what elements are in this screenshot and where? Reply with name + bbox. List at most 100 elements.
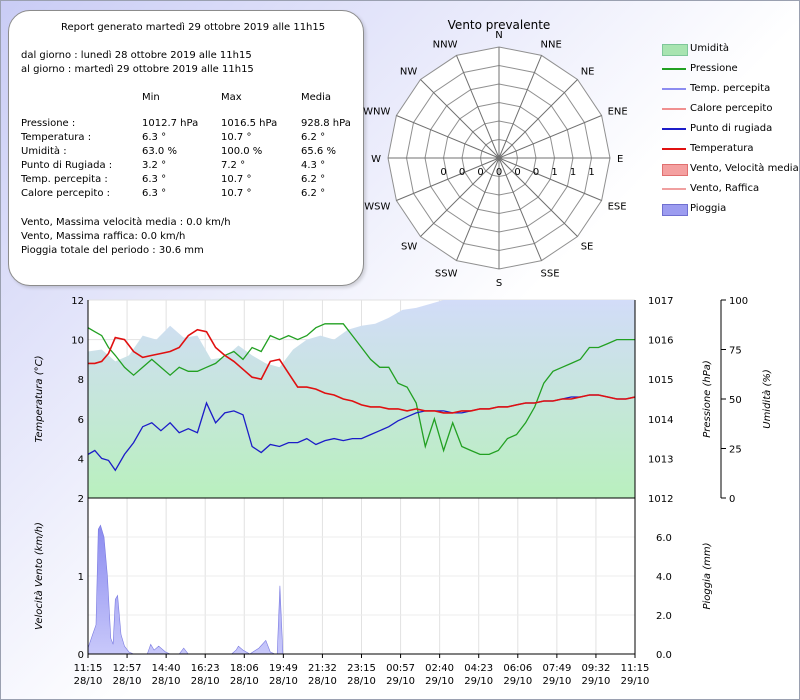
x-tick-label: 28/10: [308, 676, 337, 687]
x-tick-label: 29/10: [581, 676, 610, 687]
stat-label: Temperatura :: [21, 132, 92, 143]
rain-axis-label: Pioggia (mm): [702, 543, 713, 610]
stat-min: 6.3 °: [142, 174, 167, 185]
humidity-tick-label: 100: [729, 296, 748, 307]
humidity-tick-label: 75: [729, 346, 742, 357]
x-tick-label: 28/10: [191, 676, 220, 687]
x-tick-label: 28/10: [74, 676, 103, 687]
temperature-tick-label: 4: [78, 454, 84, 465]
rain-summary: Pioggia totale del periodo : 30.6 mm: [21, 245, 204, 256]
pressure-tick-label: 1017: [648, 296, 673, 307]
x-tick-label: 28/10: [230, 676, 259, 687]
legend-swatch: [662, 88, 686, 90]
rain-tick-label: 0.0: [656, 650, 672, 661]
stat-avg: 6.2 °: [301, 132, 326, 143]
pressure-line: [88, 323, 635, 456]
x-tick-label: 29/10: [464, 676, 493, 687]
legend-label: Punto di rugiada: [690, 123, 773, 134]
report-from: dal giorno : lunedì 28 ottobre 2019 alle…: [21, 50, 252, 61]
x-tick-label: 09:32: [581, 663, 610, 674]
rain-tick-label: 4.0: [656, 572, 672, 583]
stat-label: Calore percepito :: [21, 188, 110, 199]
legend-label: Vento, Velocità media: [690, 163, 799, 174]
legend-label: Vento, Raffica: [690, 183, 760, 194]
wind-avg-summary: Vento, Massima velocità media : 0.0 km/h: [21, 217, 231, 228]
x-tick-label: 14:40: [152, 663, 181, 674]
legend-swatch: [662, 188, 686, 190]
legend-swatch: [662, 44, 688, 56]
stat-min: 63.0 %: [142, 146, 177, 157]
x-tick-label: 28/10: [113, 676, 142, 687]
humidity-axis-label: Umidità (%): [761, 369, 773, 429]
stat-avg: 65.6 %: [301, 146, 336, 157]
stat-avg: 4.3 °: [301, 160, 326, 171]
stat-avg: 6.2 °: [301, 188, 326, 199]
report-title: Report generato martedì 29 ottobre 2019 …: [61, 22, 326, 33]
x-tick-label: 11:15: [621, 663, 650, 674]
pressure-tick-label: 1015: [648, 375, 673, 386]
legend-swatch: [662, 128, 686, 130]
header-avg: Media: [301, 92, 332, 103]
x-tick-label: 23:15: [347, 663, 376, 674]
report-to: al giorno : martedì 29 ottobre 2019 alle…: [21, 64, 254, 75]
pressure-tick-label: 1016: [648, 336, 673, 347]
legend-label: Umidità: [690, 43, 730, 54]
rain-tick-label: 2.0: [656, 611, 672, 622]
humidity-tick-label: 50: [729, 395, 742, 406]
header-min: Min: [142, 92, 160, 103]
stat-max: 7.2 °: [221, 160, 246, 171]
rain-area: [88, 524, 635, 654]
x-tick-label: 29/10: [386, 676, 415, 687]
stat-avg: 6.2 °: [301, 174, 326, 185]
stat-min: 6.3 °: [142, 188, 167, 199]
stat-label: Temp. percepita :: [21, 174, 108, 185]
rain-tick-label: 6.0: [656, 533, 672, 544]
temperature-tick-label: 10: [71, 336, 84, 347]
stat-min: 6.3 °: [142, 132, 167, 143]
humidity-area: [88, 300, 635, 498]
stat-max: 10.7 °: [221, 174, 252, 185]
x-tick-label: 28/10: [347, 676, 376, 687]
x-tick-label: 11:15: [74, 663, 103, 674]
wind-gust-summary: Vento, Massima raffica: 0.0 km/h: [21, 231, 186, 242]
temperature-tick-label: 6: [78, 415, 84, 426]
pressure-tick-label: 1012: [648, 494, 673, 505]
stat-max: 1016.5 hPa: [221, 118, 278, 129]
stat-label: Punto di Rugiada :: [21, 160, 113, 171]
x-tick-label: 18:06: [230, 663, 259, 674]
x-tick-label: 29/10: [621, 676, 650, 687]
legend-swatch: [662, 204, 688, 216]
x-tick-label: 29/10: [542, 676, 571, 687]
legend-label: Calore percepito: [690, 103, 773, 114]
legend-swatch: [662, 164, 688, 176]
x-tick-label: 29/10: [503, 676, 532, 687]
stat-min: 3.2 °: [142, 160, 167, 171]
x-tick-label: 19:49: [269, 663, 298, 674]
report-panel: Report generato martedì 29 ottobre 2019 …: [8, 10, 364, 286]
x-tick-label: 07:49: [542, 663, 571, 674]
temperature-tick-label: 12: [71, 296, 84, 307]
pressure-axis-label: Pressione (hPa): [702, 360, 713, 438]
legend-swatch: [662, 108, 686, 110]
humidity-tick-label: 0: [729, 494, 735, 505]
stat-label: Umidità :: [21, 146, 67, 157]
stat-max: 10.7 °: [221, 188, 252, 199]
x-tick-label: 12:57: [113, 663, 142, 674]
pressure-tick-label: 1013: [648, 454, 673, 465]
x-tick-label: 16:23: [191, 663, 220, 674]
x-tick-label: 00:57: [386, 663, 415, 674]
x-tick-label: 02:40: [425, 663, 454, 674]
x-tick-label: 21:32: [308, 663, 337, 674]
header-max: Max: [221, 92, 242, 103]
legend-swatch: [662, 68, 686, 70]
temperature-tick-label: 8: [78, 375, 84, 386]
temperature-line: [88, 328, 635, 414]
legend-label: Temp. percepita: [690, 83, 771, 94]
legend-label: Pressione: [690, 63, 738, 74]
stat-min: 1012.7 hPa: [142, 118, 199, 129]
x-tick-label: 28/10: [269, 676, 298, 687]
temperature-axis-label: Temperatura (°C): [34, 356, 45, 443]
stat-label: Pressione :: [21, 118, 76, 129]
wind-speed-tick-label: 1: [78, 572, 84, 583]
stat-max: 10.7 °: [221, 132, 252, 143]
